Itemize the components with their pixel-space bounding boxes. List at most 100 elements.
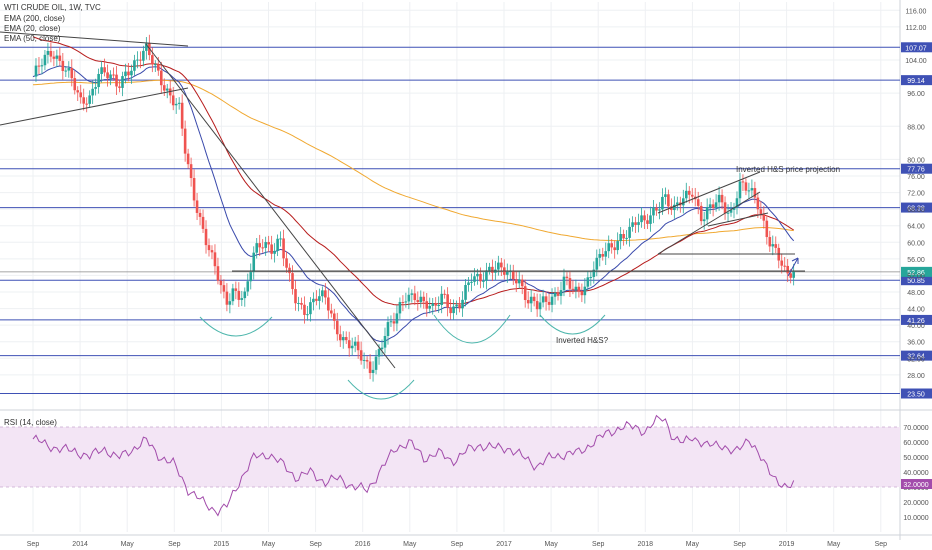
candle-body — [154, 64, 157, 66]
price-axis[interactable]: 107.07 99.14 77.76 68.38 50.85 41.26 32.64 23.5… — [901, 8, 932, 399]
hs-arc — [539, 314, 606, 335]
time-axis[interactable]: Sep 2014 May Sep 2015 May Sep 2016 May Sep 2017 May… — [27, 541, 887, 548]
candle-body — [646, 220, 649, 224]
candle-body — [446, 294, 449, 308]
candle-body — [300, 302, 303, 305]
candle-body — [652, 207, 655, 216]
candle-body — [595, 257, 599, 270]
candle-body — [198, 212, 202, 217]
candle-body — [631, 222, 634, 227]
candle-body — [249, 272, 253, 282]
candle-body — [607, 243, 611, 252]
candle-body — [676, 202, 679, 205]
candle-body — [327, 297, 330, 311]
candle-body — [488, 266, 491, 271]
hs-arcs — [199, 314, 606, 400]
candle-body — [338, 334, 342, 341]
candle-body — [401, 302, 405, 304]
candle-body — [529, 296, 533, 304]
candle-body — [610, 243, 614, 248]
time-tick-label: Sep — [733, 541, 746, 548]
time-tick-label: Sep — [875, 541, 888, 548]
candle-body — [786, 265, 789, 274]
price-tick-label: 32.00 — [907, 356, 925, 363]
candle-body — [222, 285, 226, 292]
candle-body — [79, 92, 83, 98]
candle-body — [162, 85, 166, 91]
candle-body — [416, 300, 420, 303]
candle-body — [649, 215, 652, 224]
candle-body — [476, 273, 479, 277]
candle-body — [91, 88, 94, 96]
candle-body — [750, 188, 754, 191]
candle-body — [550, 296, 554, 305]
time-tick-label: 2015 — [214, 541, 230, 548]
candle-body — [264, 242, 267, 248]
candle-body — [225, 291, 229, 305]
candle-body — [312, 298, 315, 303]
candle-body — [479, 273, 482, 282]
candle-body — [261, 247, 264, 249]
candle-body — [118, 86, 121, 88]
candle-body — [643, 215, 646, 221]
candle-body — [690, 194, 694, 197]
candle-body — [413, 293, 417, 301]
rsi-line — [32, 414, 795, 517]
chart-title: WTI CRUDE OIL, 1W, TVC — [4, 3, 101, 12]
candle-body — [171, 95, 175, 106]
candle-body — [380, 347, 384, 350]
level-tag-label: 99.14 — [907, 78, 925, 85]
candle-body — [52, 56, 56, 59]
candle-body — [318, 296, 321, 301]
candle-body — [437, 305, 440, 307]
candle-body — [711, 204, 715, 208]
time-tick-label: May — [403, 541, 417, 548]
candle-body — [637, 222, 640, 225]
candle-body — [571, 288, 575, 290]
candle-body — [720, 194, 724, 203]
candle-body — [747, 190, 751, 192]
candle-body — [294, 289, 297, 304]
candle-body — [440, 293, 443, 306]
candle-body — [398, 302, 402, 314]
candle-body — [67, 67, 71, 71]
candle-body — [658, 209, 661, 211]
candle-body — [282, 238, 285, 259]
candle-body — [365, 359, 369, 362]
legend-ema200: EMA (200, close) — [4, 14, 65, 23]
last-price-label: 52.86 — [907, 270, 925, 277]
candle-body — [374, 356, 378, 370]
candle-body — [151, 55, 154, 65]
channel-mid — [707, 212, 769, 227]
candle-body — [276, 238, 279, 251]
candle-body — [717, 194, 721, 203]
candle-body — [148, 43, 151, 56]
candle-body — [532, 296, 536, 302]
candle-body — [216, 266, 220, 281]
candle-body — [210, 250, 214, 253]
candle-body — [347, 340, 351, 349]
candle-body — [207, 245, 211, 251]
candle-body — [303, 304, 306, 315]
candle-body — [186, 153, 190, 165]
candle-body — [76, 90, 80, 93]
time-tick-label: Sep — [592, 541, 605, 548]
candle-body — [297, 302, 300, 304]
candle-body — [324, 290, 327, 298]
price-tick-label: 28.00 — [907, 373, 925, 380]
candle-body — [386, 322, 390, 337]
candle-body — [583, 286, 587, 296]
candle-body — [696, 199, 700, 206]
projection-arrow — [787, 257, 799, 277]
rsi-tick-label: 10.0000 — [903, 515, 928, 522]
candle-body — [452, 306, 455, 314]
candle-body — [34, 65, 38, 77]
candle-body — [422, 296, 426, 302]
candle-body — [350, 345, 354, 349]
candle-body — [195, 200, 199, 213]
candle-body — [562, 276, 566, 291]
rsi-tick-label: 20.0000 — [903, 500, 928, 507]
candle-body — [541, 296, 545, 303]
candle-body — [246, 281, 250, 292]
candle-body — [115, 74, 118, 87]
